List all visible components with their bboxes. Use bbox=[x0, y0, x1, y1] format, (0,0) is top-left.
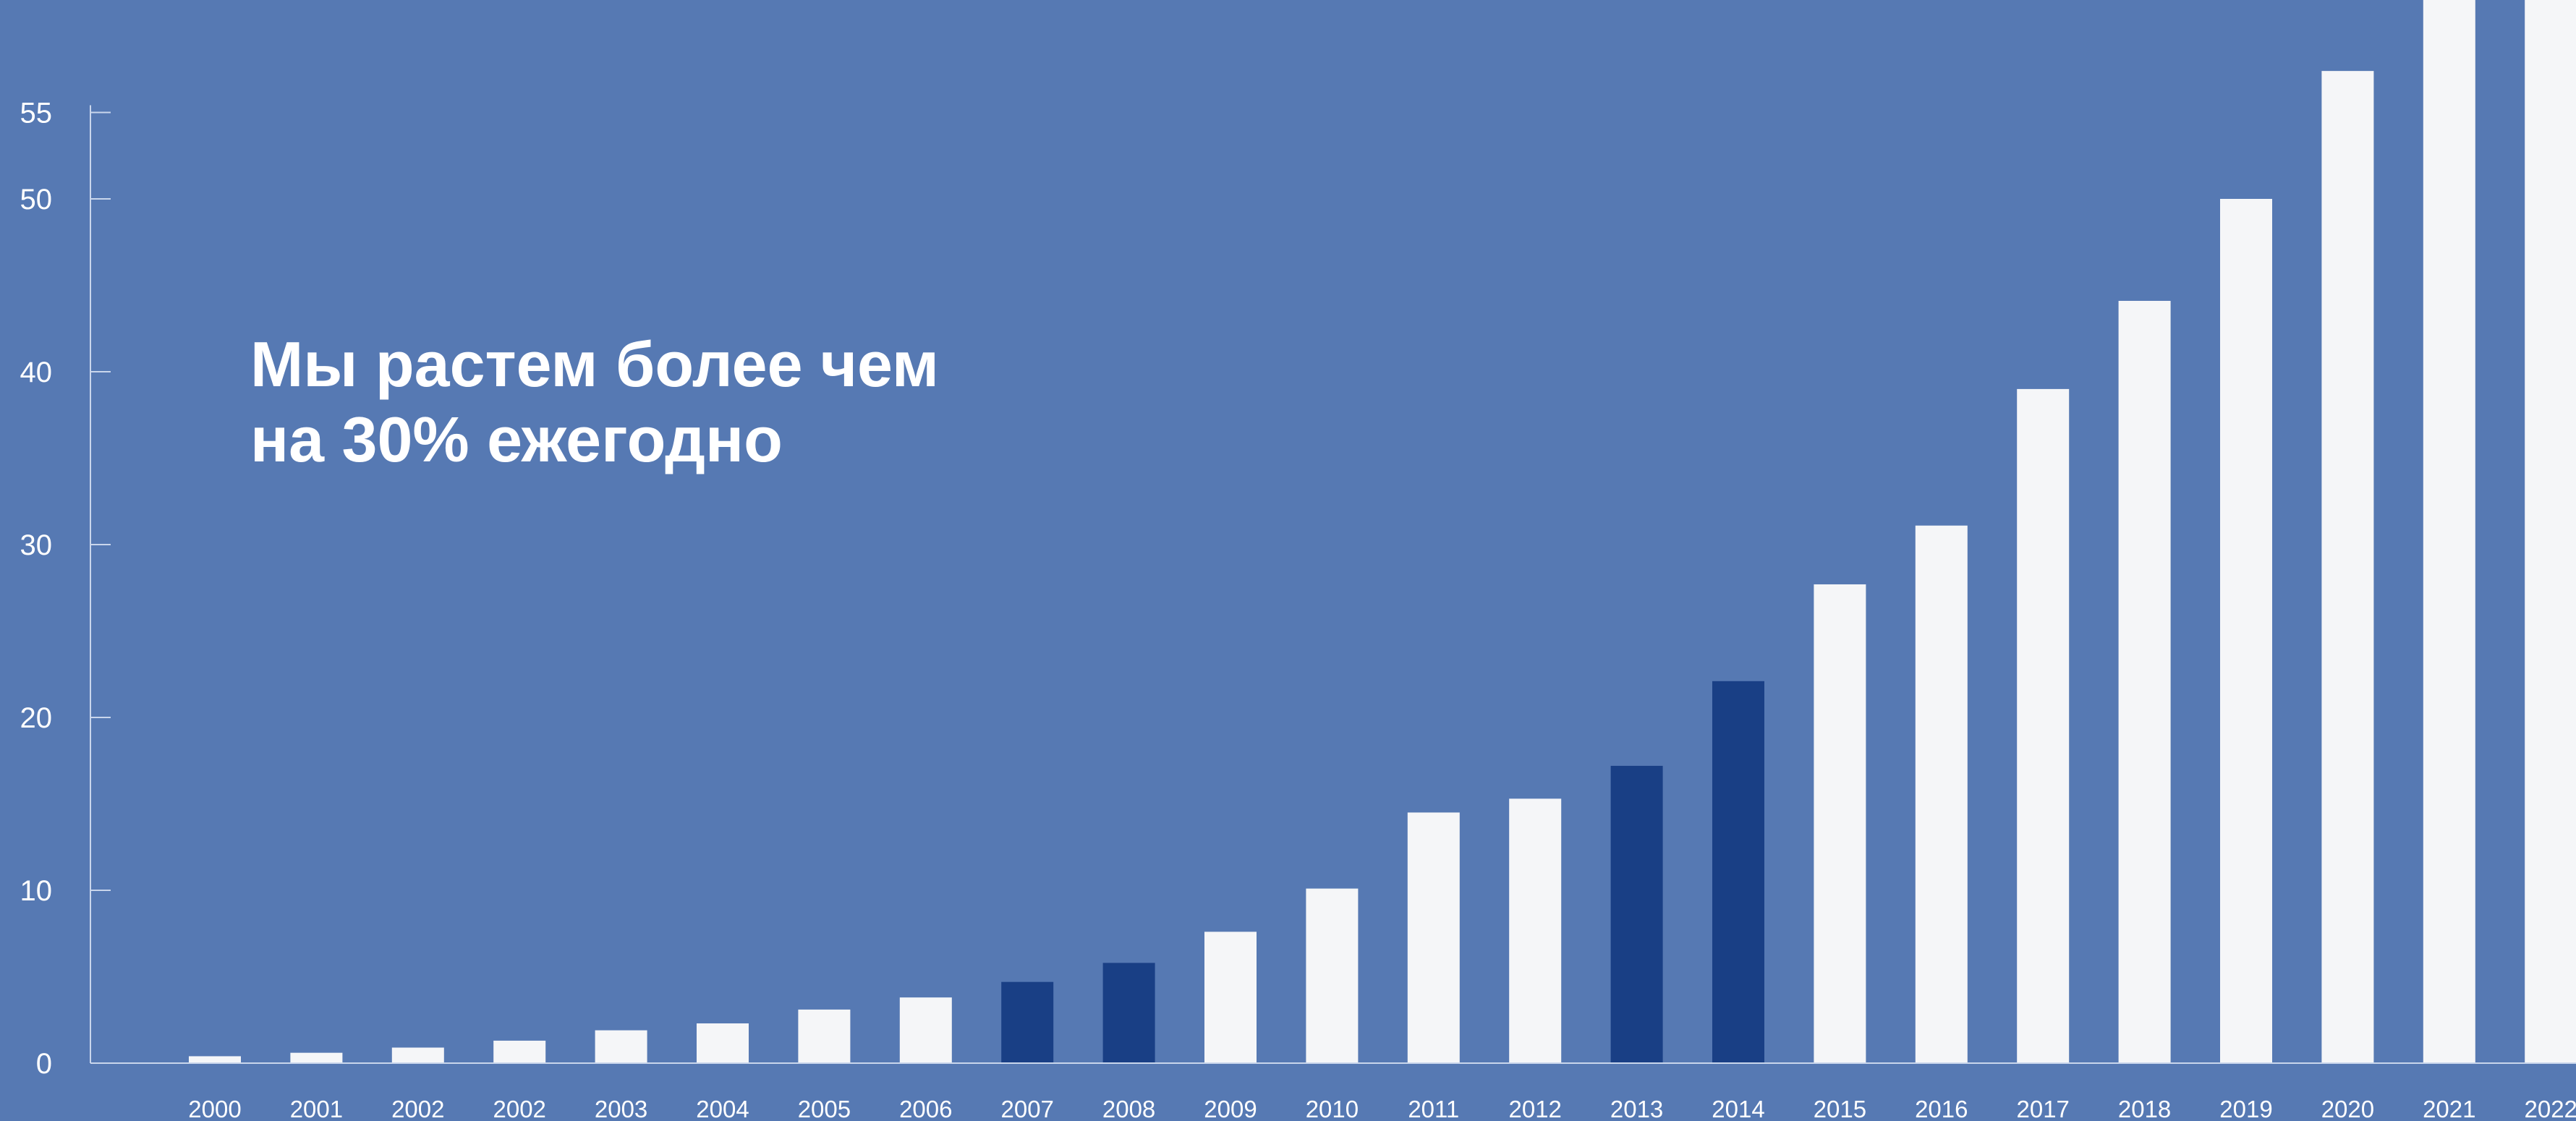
x-tick-label: 2021 bbox=[2423, 1096, 2475, 1121]
x-tick-label: 2011 bbox=[1408, 1096, 1459, 1121]
x-tick-label: 2004 bbox=[696, 1096, 749, 1121]
bar-2009 bbox=[1204, 932, 1257, 1063]
x-tick-label: 2019 bbox=[2219, 1096, 2272, 1121]
x-tick-label: 2017 bbox=[2016, 1096, 2069, 1121]
y-tick-label: 55 bbox=[20, 98, 53, 129]
bar-2007 bbox=[1001, 981, 1054, 1063]
x-tick-label: 2018 bbox=[2118, 1096, 2171, 1121]
bar-2008 bbox=[1102, 963, 1155, 1063]
y-axis: 0 10 20 30 40 50 55 bbox=[20, 98, 111, 1080]
y-tick-label: 10 bbox=[20, 875, 53, 907]
bar-2017 bbox=[2017, 388, 2070, 1063]
x-tick-label: 2006 bbox=[899, 1096, 952, 1121]
bar-2000 bbox=[189, 1056, 241, 1063]
bar-2011 bbox=[1407, 812, 1460, 1063]
x-tick-label: 2010 bbox=[1306, 1096, 1359, 1121]
bar-2021 bbox=[2423, 0, 2475, 1063]
x-tick-label: 2008 bbox=[1102, 1096, 1155, 1121]
x-axis: 2000 2001 2002 2002 2003 2004 2005 2006 2007 2008… bbox=[90, 1062, 2576, 1121]
x-tick-label: 2016 bbox=[1915, 1096, 1968, 1121]
x-tick-label: 2002 bbox=[391, 1096, 444, 1121]
bar-2010 bbox=[1306, 888, 1359, 1063]
headline-line-2: на 30% ежегодно bbox=[250, 404, 783, 475]
x-tick-label: 2007 bbox=[1000, 1096, 1053, 1121]
x-tick-label: 2020 bbox=[2321, 1096, 2374, 1121]
bar-2005 bbox=[798, 1009, 851, 1063]
y-tick-label: 50 bbox=[20, 184, 53, 216]
x-tick-label: 2003 bbox=[595, 1096, 647, 1121]
bar-2001 bbox=[290, 1052, 343, 1063]
bar-2004 bbox=[697, 1023, 749, 1063]
y-tick-label: 0 bbox=[36, 1048, 52, 1080]
bar-2006 bbox=[899, 997, 952, 1063]
x-tick-label: 2015 bbox=[1814, 1096, 1866, 1121]
x-tick-label: 2000 bbox=[188, 1096, 241, 1121]
bar-2014 bbox=[1712, 681, 1764, 1063]
y-tick-label: 30 bbox=[20, 529, 53, 561]
bars bbox=[189, 0, 2576, 1063]
x-tick-label: 2014 bbox=[1712, 1096, 1764, 1121]
bar-2013 bbox=[1610, 765, 1663, 1063]
x-tick-label: 2013 bbox=[1610, 1096, 1663, 1121]
bar-2018 bbox=[2118, 301, 2171, 1063]
x-tick-label: 2001 bbox=[290, 1096, 343, 1121]
bar-2016 bbox=[1915, 525, 1968, 1063]
bar-2019 bbox=[2220, 199, 2272, 1063]
bar-2003 bbox=[595, 1030, 647, 1063]
y-tick-label: 40 bbox=[20, 357, 53, 388]
x-tick-label: 2005 bbox=[798, 1096, 851, 1121]
bar-2022 bbox=[2525, 0, 2576, 1063]
x-tick-label: 2009 bbox=[1204, 1096, 1257, 1121]
bar-2012 bbox=[1509, 798, 1562, 1063]
x-tick-label: 2002 bbox=[493, 1096, 545, 1121]
x-tick-label: 2012 bbox=[1508, 1096, 1561, 1121]
bar-2002 bbox=[391, 1047, 444, 1063]
y-tick-label: 20 bbox=[20, 702, 53, 734]
headline-line-1: Мы растем более чем bbox=[250, 328, 939, 400]
bar-2002 bbox=[493, 1040, 546, 1063]
chart-headline: Мы растем более чем на 30% ежегодно bbox=[250, 327, 1118, 477]
bar-2020 bbox=[2321, 71, 2374, 1063]
bar-2015 bbox=[1814, 584, 1866, 1063]
x-tick-label: 2022 bbox=[2524, 1096, 2576, 1121]
